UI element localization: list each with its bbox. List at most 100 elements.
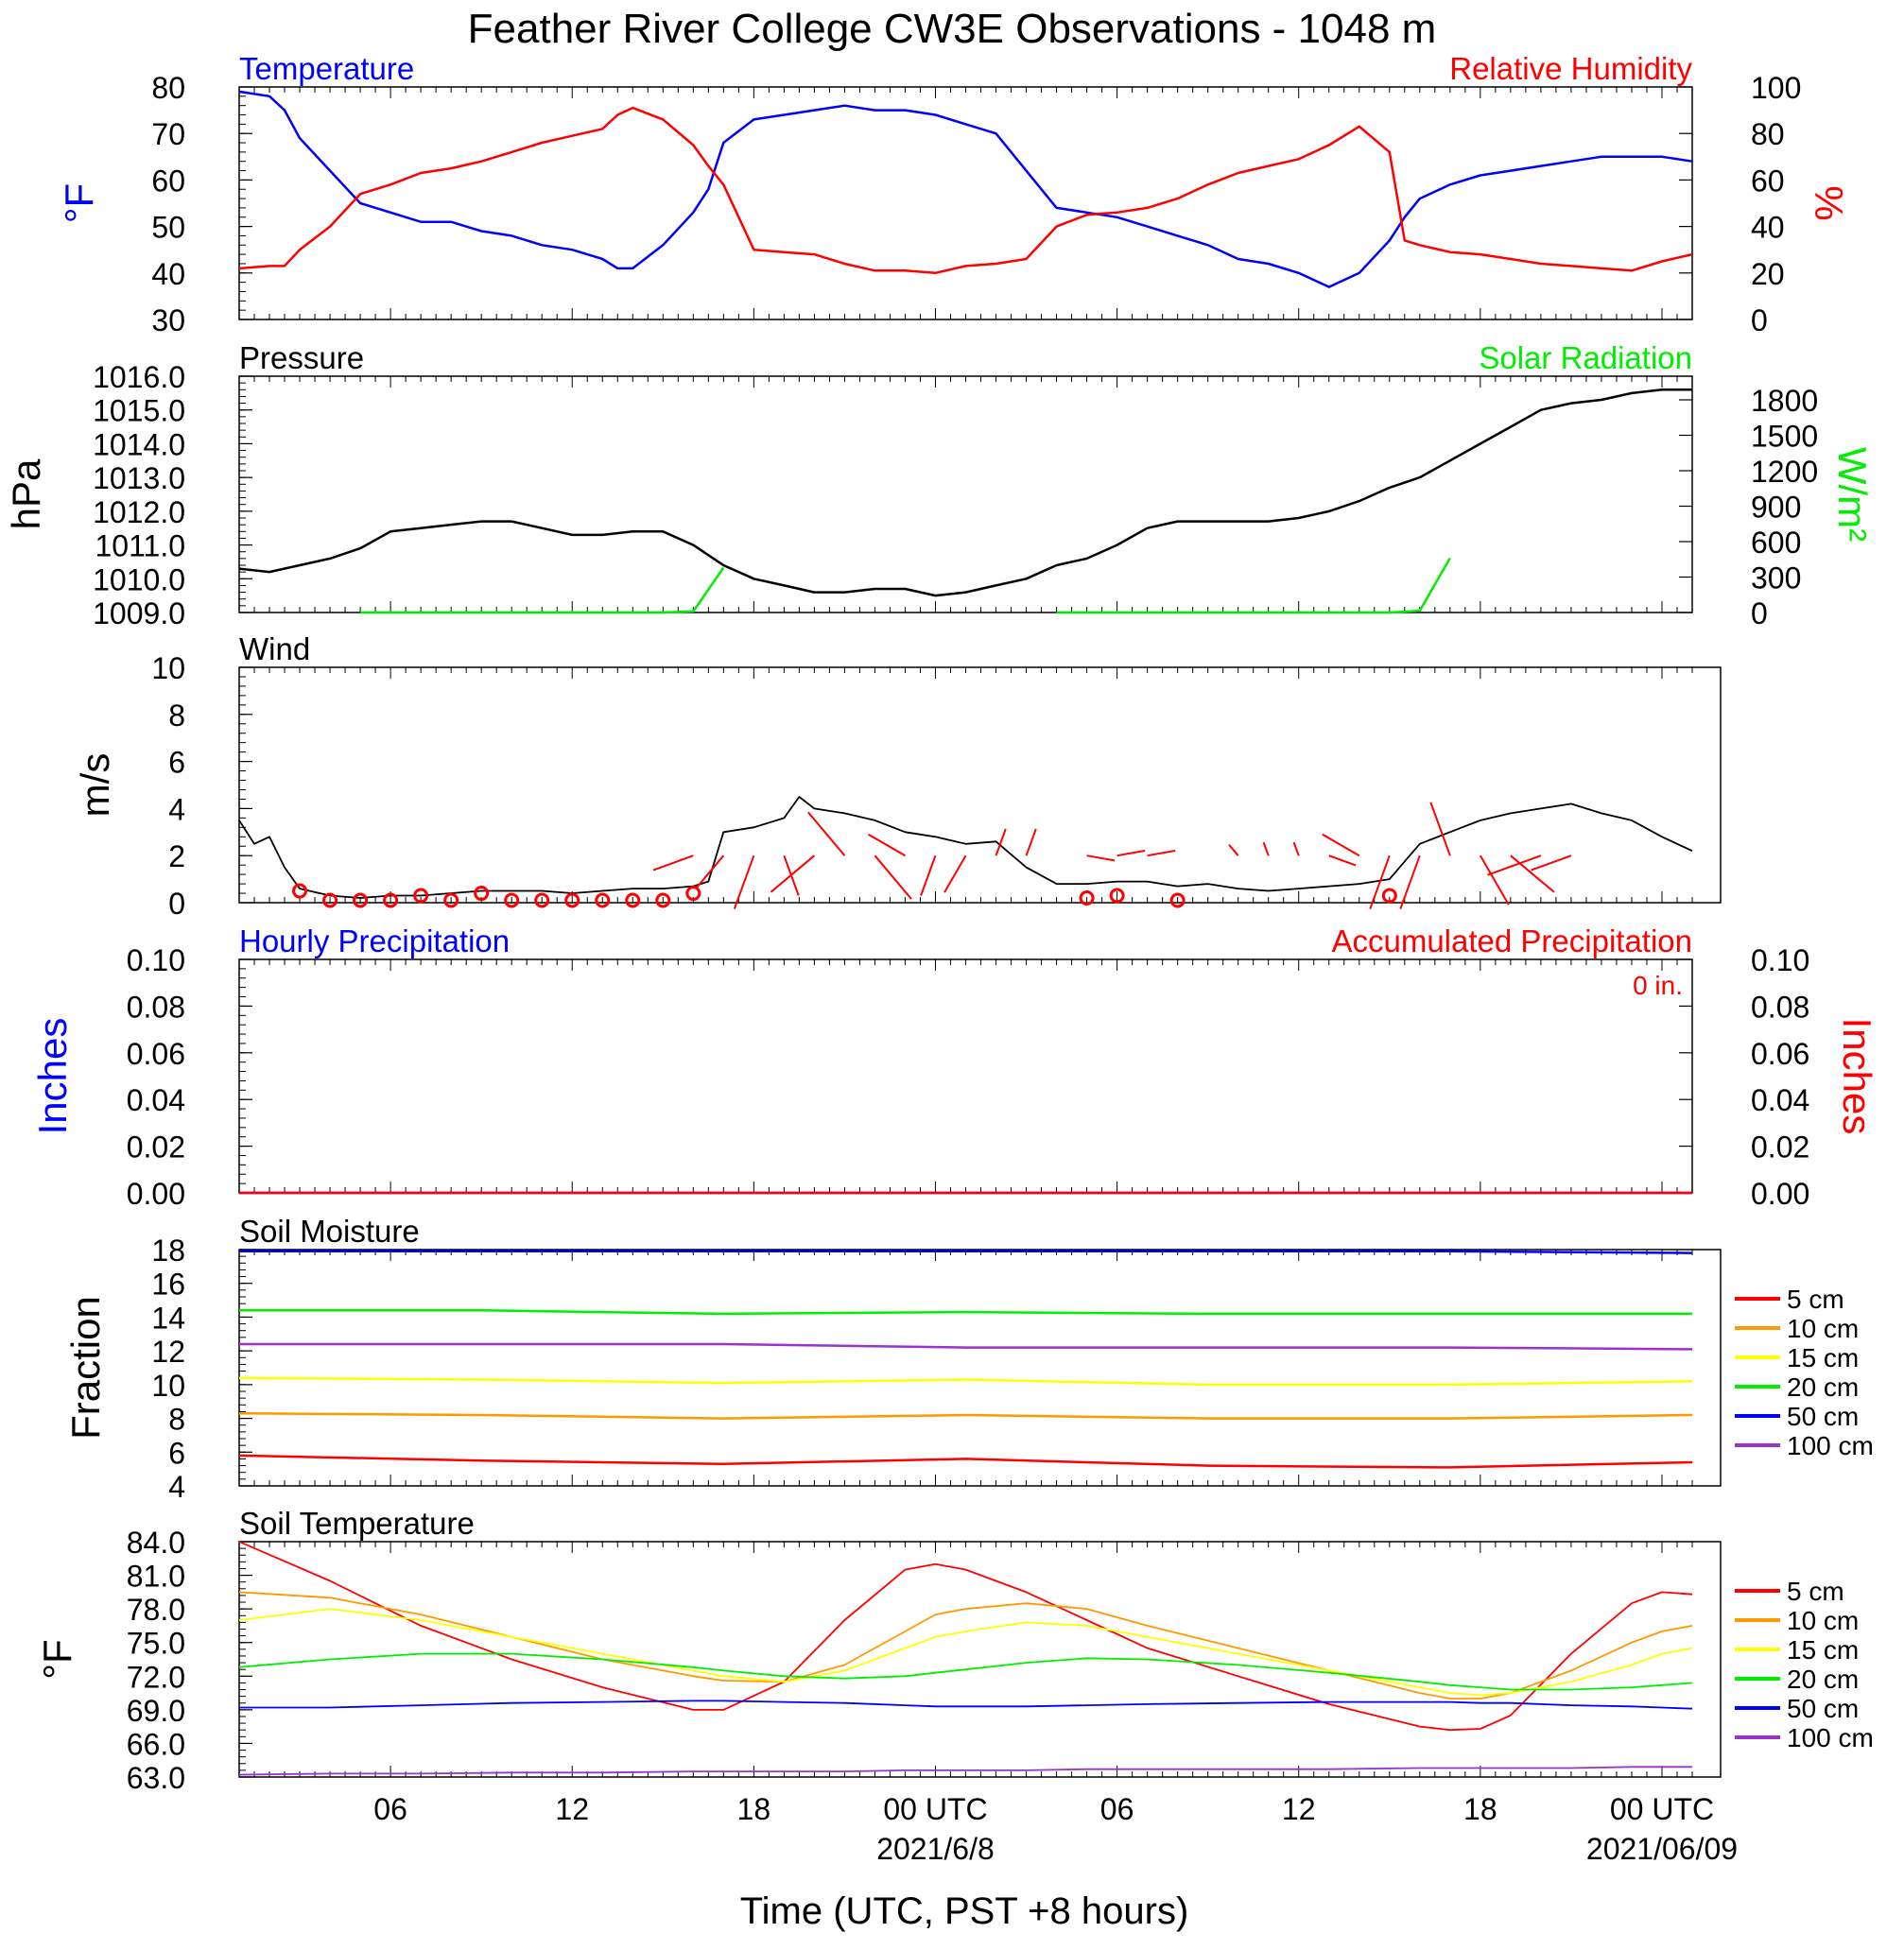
series-line-50-cm [239,1700,1693,1710]
wind-barb [867,833,906,857]
y-tick-label-left: 30 [151,303,185,337]
y-tick-label-left: 1011.0 [95,529,186,563]
calm-wind-marker [595,892,611,908]
y-axis-label-left: °F [35,1639,79,1679]
y-tick-label-left: 40 [151,257,185,291]
y-tick-label-left: 70 [151,117,185,151]
x-date-label: 2021/06/09 [1586,1832,1738,1866]
y-tick-label-right: 0.02 [1751,1130,1809,1165]
panel-title-left: Pressure [239,340,364,375]
wind-barb [1116,850,1146,857]
wind-barb [1429,802,1451,856]
panel-frame [238,1541,1722,1778]
y-tick-label-left: 81.0 [127,1560,185,1594]
wind-barb [1328,854,1357,867]
y-tick-label-left: 0.08 [127,990,185,1024]
y-axis-label-left: Inches [30,1018,75,1135]
calm-wind-marker [474,886,490,902]
legend-label: 100 cm [1787,1723,1874,1752]
y-tick-label-right: 40 [1751,211,1785,245]
wind-barb [770,854,816,893]
y-tick-label-left: 4 [168,792,185,826]
series-line-100-cm [239,1342,1693,1351]
wind-barb [1228,844,1239,856]
series-line-100-cm [238,1766,1692,1776]
y-tick-label-right: 300 [1751,561,1801,595]
y-tick-label-left: 75.0 [127,1627,185,1661]
legend-label: 10 cm [1787,1606,1859,1635]
calm-wind-marker [1079,890,1095,906]
wind-barb [920,854,937,896]
chart-title: Feather River College CW3E Observations … [468,6,1437,52]
y-tick-label-right: 1200 [1751,455,1818,489]
y-tick-label-left: 60 [151,164,185,198]
calm-wind-marker [1381,888,1397,904]
series-line-15-cm [238,1608,1693,1697]
series-line-20-cm [238,1652,1693,1691]
wind-barb [1479,854,1510,906]
y-tick-label-right: 600 [1751,526,1801,560]
legend-label: 10 cm [1787,1314,1859,1343]
wind-barb [1531,854,1572,871]
y-axis-label-left: hPa [4,458,48,529]
y-tick-label-left: 80 [151,71,185,105]
panel-title-left: Wind [239,631,310,666]
y-tick-label-left: 10 [151,651,185,685]
series-line-pressure [238,388,1692,597]
y-tick-label-right: 0.06 [1751,1037,1809,1071]
y-tick-label-left: 1013.0 [93,461,185,495]
y-tick-label-left: 1012.0 [93,495,185,529]
calm-wind-marker [353,892,369,908]
legend-label: 15 cm [1787,1635,1859,1665]
wind-barb [1086,854,1116,862]
y-tick-label-left: 2 [168,839,185,873]
y-tick-label-right: 0.00 [1751,1177,1809,1211]
series-line-10-cm [238,1591,1693,1700]
calm-wind-marker [413,888,429,904]
panel-frame [238,958,1693,1194]
wind-barb [943,854,967,893]
panel-frame [238,666,1722,904]
calm-wind-marker [383,892,399,908]
x-tick-label: 06 [1100,1792,1134,1826]
y-tick-label-left: 69.0 [127,1694,185,1728]
x-tick-label: 06 [373,1792,407,1826]
y-tick-label-left: 72.0 [127,1660,185,1694]
wind-barb [874,854,912,900]
y-axis-label-right: Inches [1835,1018,1879,1135]
x-tick-label: 12 [1282,1792,1316,1826]
y-tick-label-left: 14 [151,1301,185,1335]
y-tick-label-left: 84.0 [127,1526,185,1560]
y-tick-label-right: 900 [1751,491,1801,525]
legend-label: 20 cm [1787,1665,1859,1694]
series-line-5-cm [238,1541,1693,1732]
panel-title-right: Relative Humidity [1449,51,1692,86]
y-tick-label-left: 4 [168,1470,185,1504]
y-axis-label-left: °F [57,183,101,223]
panel-title-left: Soil Moisture [239,1214,420,1249]
y-tick-label-right: 0.08 [1751,990,1809,1024]
y-tick-label-left: 8 [168,1403,185,1437]
x-tick-label: 12 [555,1792,589,1826]
x-tick-label: 18 [1463,1792,1497,1826]
x-axis-label: Time (UTC, PST +8 hours) [740,1890,1189,1932]
wind-barb [1262,841,1270,856]
y-tick-label-left: 78.0 [127,1593,185,1627]
series-line-relative-humidity [238,106,1693,275]
series-line-5-cm [238,1454,1693,1469]
panel-frame [238,1249,1722,1487]
series-line-10-cm [238,1411,1693,1420]
y-tick-label-left: 6 [168,746,185,780]
x-date-label: 2021/6/8 [876,1832,995,1866]
y-axis-label-right: % [1807,185,1851,220]
y-tick-label-right: 1500 [1751,420,1818,454]
series-line-15-cm [238,1376,1693,1387]
y-axis-label-left: Fraction [63,1296,108,1440]
legend-label: 5 cm [1787,1285,1844,1314]
y-tick-label-left: 6 [168,1436,185,1470]
calm-wind-marker [322,892,338,908]
y-tick-label-right: 0.04 [1751,1083,1809,1117]
series-line-wind [238,796,1693,899]
y-tick-label-left: 1009.0 [93,596,185,630]
